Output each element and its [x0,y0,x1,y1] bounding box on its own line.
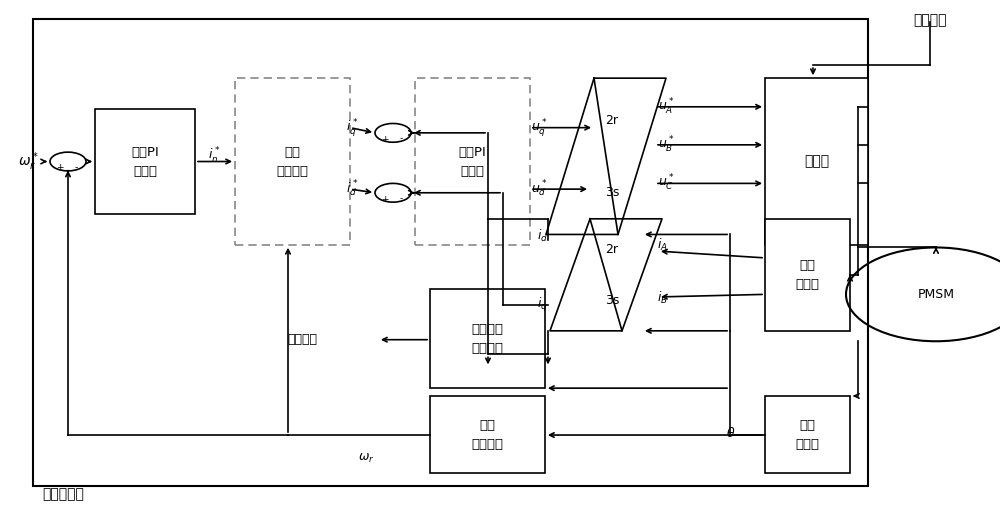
Bar [235,78,350,245]
Text: -: - [74,163,78,172]
Text: $i_d$: $i_d$ [537,228,548,243]
Text: 速度
计算模块: 速度 计算模块 [472,418,504,451]
Bar [430,396,545,473]
Text: $\theta$: $\theta$ [726,427,735,440]
Bar [33,19,868,486]
Text: $i_n^*$: $i_n^*$ [208,146,220,166]
Bar [765,396,850,473]
Text: -: - [399,194,403,204]
Text: $i_A$: $i_A$ [657,237,668,253]
Text: 速度PI
调节器: 速度PI 调节器 [131,145,159,178]
Text: 2r: 2r [606,243,618,256]
Text: $u_d^*$: $u_d^*$ [531,179,547,199]
Text: 逆变器: 逆变器 [804,155,829,168]
Text: $u_A^*$: $u_A^*$ [658,97,674,117]
Text: 位置
传感器: 位置 传感器 [796,418,820,451]
Text: 3s: 3s [605,294,619,307]
Text: -: - [399,134,403,144]
Text: $u_q^*$: $u_q^*$ [531,117,547,139]
Bar [765,78,868,245]
Text: $i_q$: $i_q$ [537,296,548,314]
Text: $\omega_r^*$: $\omega_r^*$ [18,150,38,173]
Bar [415,78,530,245]
Text: $\omega_r$: $\omega_r$ [358,452,375,465]
Text: 电流
指令模块: 电流 指令模块 [276,145,308,178]
Text: 电流PI
调节器: 电流PI 调节器 [459,145,486,178]
Text: 直流电压: 直流电压 [913,13,947,27]
Bar [95,109,195,214]
Text: $u_B^*$: $u_B^*$ [658,135,674,155]
Text: +: + [381,134,389,144]
Text: 3s: 3s [605,186,619,199]
Bar [430,289,545,388]
Text: $u_C^*$: $u_C^*$ [658,173,674,193]
Bar [765,219,850,331]
Text: $i_B$: $i_B$ [657,290,668,306]
Text: PMSM: PMSM [918,288,954,301]
Text: 处理器模块: 处理器模块 [42,487,84,501]
Text: 缺相故障
诊断模块: 缺相故障 诊断模块 [472,322,504,355]
Text: $i_d^*$: $i_d^*$ [346,179,358,199]
Text: 缺相信号: 缺相信号 [287,333,317,346]
Text: +: + [56,163,64,172]
Text: 2r: 2r [606,114,618,127]
Text: 电流
传感器: 电流 传感器 [796,259,820,291]
Text: +: + [381,194,389,204]
Text: $i_q^*$: $i_q^*$ [346,117,358,139]
